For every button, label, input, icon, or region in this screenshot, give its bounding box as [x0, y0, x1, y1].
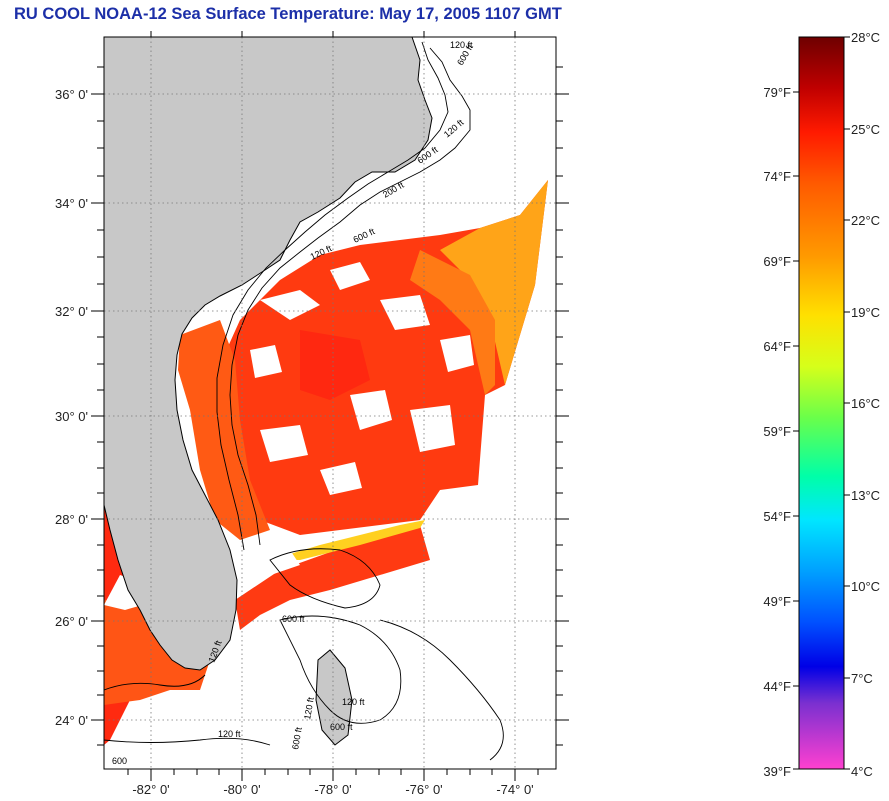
depth-label: 600 ft [282, 614, 305, 624]
graticule [104, 37, 556, 769]
depth-label: 120 ft [342, 697, 365, 707]
axis-ticks [91, 31, 569, 781]
colorbar-celsius-label: 25°C [851, 122, 880, 137]
lon-tick-label: -78° 0' [314, 782, 351, 797]
colorbar-fahrenheit-label: 54°F [763, 509, 791, 524]
lat-tick-label: 32° 0' [55, 304, 88, 319]
colorbar-celsius-label: 22°C [851, 213, 880, 228]
lat-tick-label: 24° 0' [55, 713, 88, 728]
depth-label: 120 ft [302, 696, 316, 720]
land [104, 37, 433, 671]
colorbar-fahrenheit-label: 39°F [763, 764, 791, 779]
lon-tick-label: -74° 0' [496, 782, 533, 797]
depth-label: 600 [112, 756, 127, 766]
colorbar-fahrenheit-label: 64°F [763, 339, 791, 354]
lat-tick-label: 30° 0' [55, 409, 88, 424]
colorbar-celsius-label: 4°C [851, 764, 873, 779]
colorbar-fahrenheit-label: 69°F [763, 254, 791, 269]
lat-tick-label: 28° 0' [55, 512, 88, 527]
colorbar-ticks [793, 36, 850, 770]
depth-label: 600 ft [330, 722, 353, 732]
colorbar-fahrenheit-label: 59°F [763, 424, 791, 439]
map-title: RU COOL NOAA-12 Sea Surface Temperature:… [14, 5, 562, 23]
colorbar-celsius-label: 16°C [851, 396, 880, 411]
depth-label: 120 ft [218, 729, 241, 739]
lon-tick-label: -76° 0' [405, 782, 442, 797]
colorbar-celsius-label: 10°C [851, 579, 880, 594]
colorbar-celsius-label: 28°C [851, 30, 880, 45]
lon-tick-label: -80° 0' [223, 782, 260, 797]
colorbar-celsius-label: 13°C [851, 488, 880, 503]
colorbar-celsius-label: 7°C [851, 671, 873, 686]
colorbar-fahrenheit-label: 74°F [763, 169, 791, 184]
lat-tick-label: 26° 0' [55, 614, 88, 629]
colorbar-fahrenheit-label: 49°F [763, 594, 791, 609]
andros-island [315, 649, 353, 746]
lon-tick-label: -82° 0' [132, 782, 169, 797]
colorbar-celsius-label: 19°C [851, 305, 880, 320]
depth-label: 120 ft [450, 40, 473, 50]
colorbar-fahrenheit-label: 44°F [763, 679, 791, 694]
bathymetry-contours [104, 41, 504, 761]
colorbar-fahrenheit-label: 79°F [763, 85, 791, 100]
colorbar [798, 36, 845, 770]
map-frame [103, 36, 557, 770]
depth-label: 600 ft [290, 726, 304, 750]
lat-tick-label: 34° 0' [55, 196, 88, 211]
lat-tick-label: 36° 0' [55, 87, 88, 102]
